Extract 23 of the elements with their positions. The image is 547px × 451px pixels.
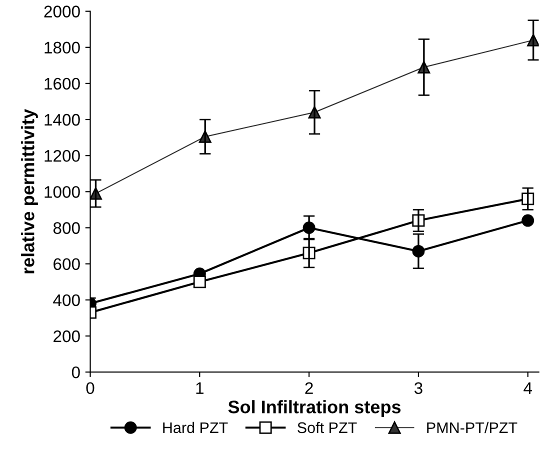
y-axis-title: relative permittivity: [21, 108, 38, 274]
legend-label: Hard PZT: [163, 422, 228, 434]
x-axis-title: Sol Infiltration steps: [228, 400, 401, 417]
legend-label: PMN-PT/PZT: [427, 422, 518, 434]
y-tick-label: 1400: [44, 114, 80, 126]
y-tick-label: 800: [53, 222, 80, 234]
x-tick-label: 2: [305, 382, 313, 394]
x-tick-label: 4: [524, 382, 532, 394]
point: [193, 276, 206, 288]
y-tick-label: 1000: [44, 186, 80, 198]
legend-label: Soft PZT: [298, 422, 357, 434]
point: [522, 214, 534, 227]
y-tick-label: 1200: [44, 150, 80, 162]
x-tick-label: 3: [414, 382, 422, 394]
x-tick-label: 1: [196, 382, 204, 394]
y-tick-label: 0: [72, 366, 80, 378]
y-tick-label: 1800: [44, 42, 80, 54]
x-tick-label: 0: [86, 382, 94, 394]
y-tick-label: 400: [53, 294, 80, 306]
y-tick-label: 2000: [44, 6, 80, 18]
y-tick-label: 600: [54, 258, 80, 270]
y-tick-label: 200: [54, 330, 80, 342]
y-tick-label: 1600: [44, 78, 80, 90]
